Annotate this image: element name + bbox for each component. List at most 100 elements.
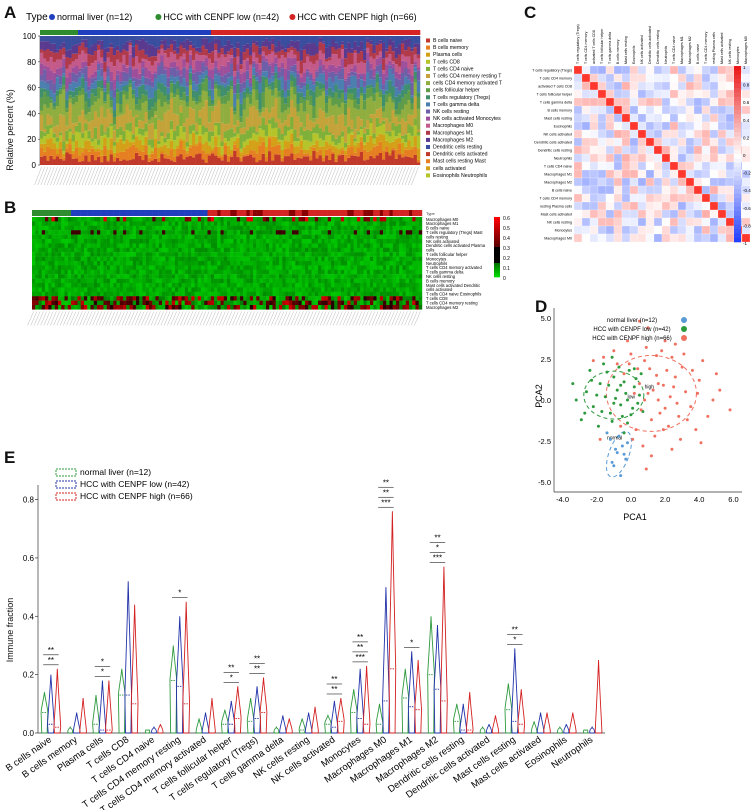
panel-b-heatmap-cell [132,247,137,253]
panel-b-type-cell [262,210,267,216]
panel-a-bar-segment [283,156,288,165]
panel-b-type-cell [347,210,351,216]
panel-a-bar-segment [268,151,272,165]
panel-b-heatmap-cell [298,217,302,222]
panel-a-bar-segment [52,109,57,127]
panel-a-bar-segment [68,36,72,50]
panel-b-heatmap-cell [321,239,325,244]
panel-b-heatmap-cell [379,243,384,248]
panel-a-bar-segment [277,128,281,140]
panel-b-heatmap-cell [51,296,55,301]
panel-a-bar-segment [43,128,47,133]
panel-b-heatmap-cell [396,283,400,288]
panel-b-heatmap-cell [204,291,208,297]
panel-b-heatmap-cell [405,256,410,262]
panel-b-heatmap-cell [288,274,293,279]
panel-b-heatmap-cell [80,243,85,248]
panel-b-heatmap-cell [298,269,302,275]
panel-b-heatmap-cell [259,239,263,244]
panel-a-bar-segment [416,70,421,81]
panel-b-heatmap-cell [162,287,166,292]
panel-a-bar-segment [372,114,376,134]
panel-b-heatmap-cell [110,221,114,226]
panel-a-bar-segment [350,155,354,165]
panel-b-heatmap-cell [327,261,332,266]
panel-b-heatmap-cell [32,230,36,235]
panel-b-heatmap-cell [321,261,325,266]
panel-b-row-label: NK cells resting [426,274,456,279]
panel-a-bar-segment [271,62,275,73]
panel-a-legend-item: Macrophages M2 [433,137,473,143]
panel-b-heatmap-cell [363,247,367,253]
panel-b-heatmap-cell [162,274,166,279]
panel-b-heatmap-cell [240,278,244,284]
panel-b-heatmap-cell [129,274,133,279]
panel-a-bar-segment [141,76,145,85]
panel-b-heatmap-cell [402,265,406,270]
panel-b-heatmap-cell [282,287,286,292]
panel-b-heatmap-cell [136,291,140,297]
panel-a-bar-segment [100,149,104,156]
panel-b-heatmap-cell [269,225,273,231]
panel-a-bar-segment [176,80,180,89]
panel-b-heatmap-cell [262,221,267,226]
panel-b-row-label: T cells CD4 memory activated [426,265,482,270]
panel-a-type-cell [302,30,307,35]
panel-a-x-sample-label [123,166,131,186]
panel-b-heatmap-cell [103,296,107,301]
panel-a-bar-segment [141,36,145,39]
panel-b-heatmap-cell [119,296,124,301]
panel-b-heatmap-cell [389,217,393,222]
panel-b-heatmap-cell [337,291,341,297]
panel-b-heatmap-cell [41,217,46,222]
panel-b-heatmap-cell [129,261,133,266]
panel-a-bar-segment [103,101,107,104]
panel-b-heatmap-cell [129,278,133,284]
panel-a-bar-segment [52,52,57,63]
panel-b-heatmap-cell [334,300,338,306]
panel-a-bar-segment [188,72,193,80]
panel-b-scale-step [494,273,500,276]
panel-b-heatmap-cell [373,300,377,306]
panel-b-type-cell [266,210,270,216]
panel-b-heatmap-cell [162,243,166,248]
panel-a-bar-segment [397,143,402,155]
panel-b-x-sample-label [33,311,41,326]
panel-a-type-cell [318,30,323,35]
panel-b-type-cell [337,210,341,216]
panel-a-bar-segment [131,69,136,78]
panel-a-bar-segment [331,145,335,152]
panel-b-heatmap-cell [119,300,124,306]
panel-b-scale-step [494,257,500,260]
panel-b-heatmap-cell [360,287,364,292]
panel-b-heatmap-cell [334,265,338,270]
panel-b-heatmap-cell [363,239,367,244]
panel-b-heatmap-cell [360,283,364,288]
panel-b-heatmap-cell [389,287,393,292]
panel-b-heatmap-cell [61,225,65,231]
panel-b-heatmap-cell [41,221,46,226]
panel-b-heatmap-cell [201,265,205,270]
panel-b-heatmap-cell [249,278,254,284]
panel-b-heatmap-cell [314,283,319,288]
panel-a-bar-segment [252,126,256,134]
panel-b-heatmap-cell [236,217,241,222]
panel-b-heatmap-cell [129,243,133,248]
panel-a-bar-segment [128,36,133,41]
panel-b-heatmap-cell [288,217,293,222]
panel-b-heatmap-cell [233,261,237,266]
panel-b-heatmap-cell [129,247,133,253]
panel-a-bar-segment [397,54,402,67]
panel-b-heatmap-cell [366,283,371,288]
panel-b-heatmap-cell [87,300,91,306]
panel-a-bar-segment [217,155,221,158]
panel-b-heatmap-cell [230,265,234,270]
panel-a-bar-segment [150,73,155,82]
panel-a-bar-segment [340,79,345,90]
panel-a-bar-segment [274,154,278,165]
panel-a-bar-segment [261,141,266,154]
panel-b-heatmap-cell [84,221,88,226]
panel-a-bar-segment [363,142,367,145]
panel-a-bar-segment [258,128,262,137]
panel-a-bar-segment [220,103,224,123]
